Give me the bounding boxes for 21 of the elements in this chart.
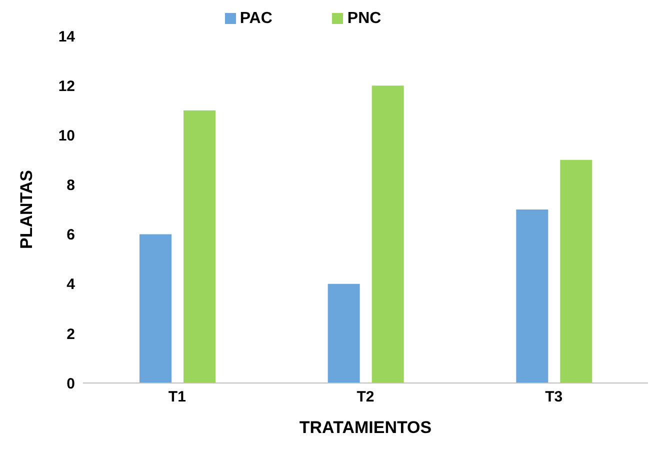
bar [560, 160, 592, 383]
y-tick-label: 12 [58, 78, 75, 95]
legend-label: PAC [240, 10, 272, 27]
y-tick-label: 0 [66, 375, 75, 392]
y-tick-label: 14 [58, 28, 76, 46]
bar [140, 234, 172, 383]
x-tick-label: T2 [356, 388, 374, 406]
y-axis-title: PLANTAS [17, 170, 36, 250]
x-tick-label: T1 [168, 388, 186, 406]
bar [516, 210, 548, 383]
x-axis-title: TRATAMIENTOS [299, 418, 432, 437]
y-tick-label: 10 [58, 127, 75, 144]
legend-label: PNC [347, 10, 382, 27]
bar [184, 110, 216, 383]
y-tick-label: 4 [66, 276, 76, 294]
bar [328, 284, 360, 383]
bar [372, 86, 404, 383]
y-tick-label: 6 [66, 226, 75, 244]
y-tick-label: 8 [66, 177, 75, 194]
y-tick-label: 2 [66, 326, 75, 343]
x-tick-label: T3 [545, 388, 563, 406]
